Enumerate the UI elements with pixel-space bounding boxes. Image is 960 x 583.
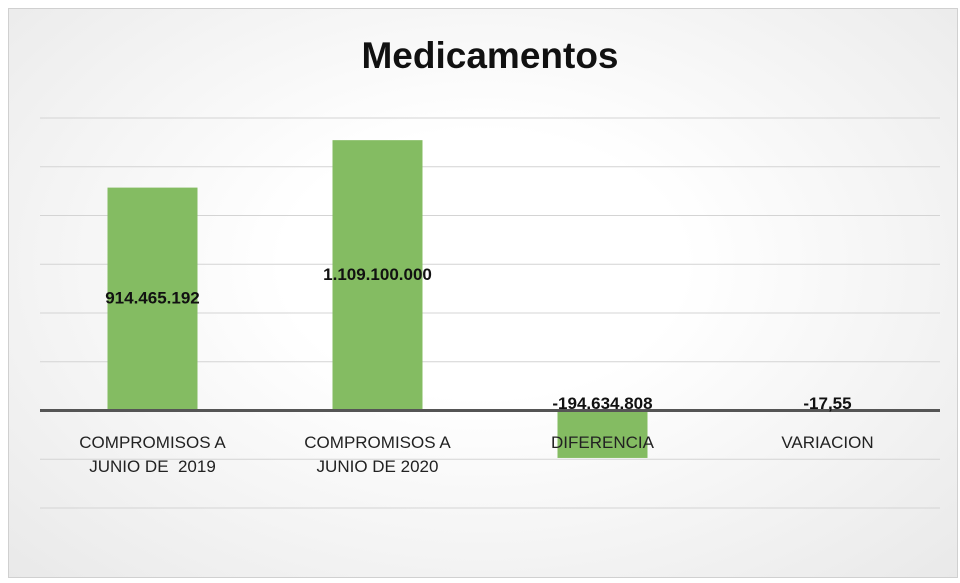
x-tick-label: COMPROMISOS A JUNIO DE 2020 bbox=[304, 432, 456, 476]
bar bbox=[107, 187, 198, 411]
chart-title: Medicamentos bbox=[361, 35, 618, 76]
bar bbox=[557, 410, 648, 458]
data-label: -194.634.808 bbox=[552, 394, 652, 413]
x-tick-label: COMPROMISOS A JUNIO DE 2019 bbox=[79, 432, 231, 476]
x-tick-label: DIFERENCIA bbox=[551, 432, 654, 452]
x-tick-label: VARIACION bbox=[781, 432, 874, 452]
bar bbox=[332, 140, 423, 411]
data-label: 1.109.100.000 bbox=[323, 265, 432, 284]
data-label: -17,55 bbox=[803, 394, 851, 413]
data-label: 914.465.192 bbox=[105, 289, 200, 308]
